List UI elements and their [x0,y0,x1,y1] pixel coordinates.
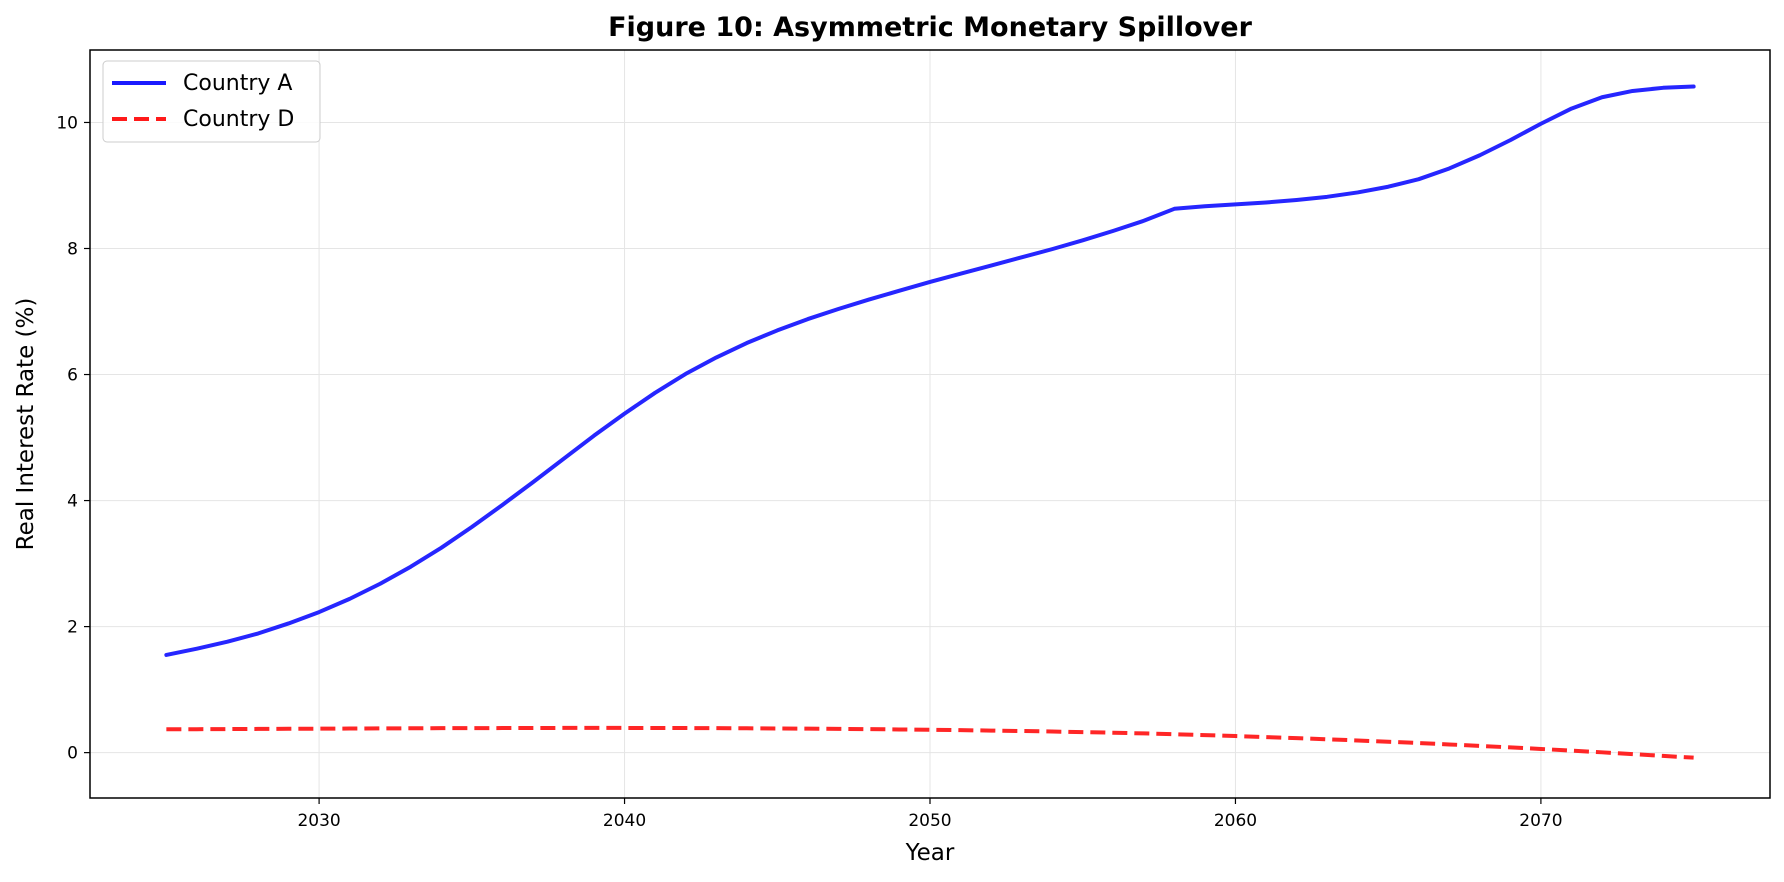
x-tick-label: 2040 [603,811,646,831]
x-tick-label: 2050 [908,811,951,831]
y-tick-label: 10 [56,113,78,133]
x-tick-label: 2070 [1519,811,1562,831]
x-tick-label: 2030 [297,811,340,831]
chart-title: Figure 10: Asymmetric Monetary Spillover [608,12,1252,43]
y-tick-label: 0 [67,744,78,764]
series-line-country-d [166,725,1694,760]
x-tick-label: 2060 [1214,811,1257,831]
series-line-country-a [164,84,1696,657]
y-tick-label: 4 [67,492,78,512]
series-lines [164,84,1696,760]
legend-label-country-d: Country D [183,107,294,132]
y-axis: 0 2 4 6 8 10 [56,113,90,764]
legend-label-country-a: Country A [183,71,292,96]
x-axis-label: Year [905,840,955,866]
legend: Country A Country D [102,60,321,143]
y-axis-label: Real Interest Rate (%) [13,298,39,551]
y-tick-label: 2 [67,618,78,638]
grid [90,50,1770,798]
x-axis: 2030 2040 2050 2060 2070 [297,798,1563,831]
y-tick-label: 8 [67,240,78,260]
y-tick-label: 6 [67,366,78,386]
